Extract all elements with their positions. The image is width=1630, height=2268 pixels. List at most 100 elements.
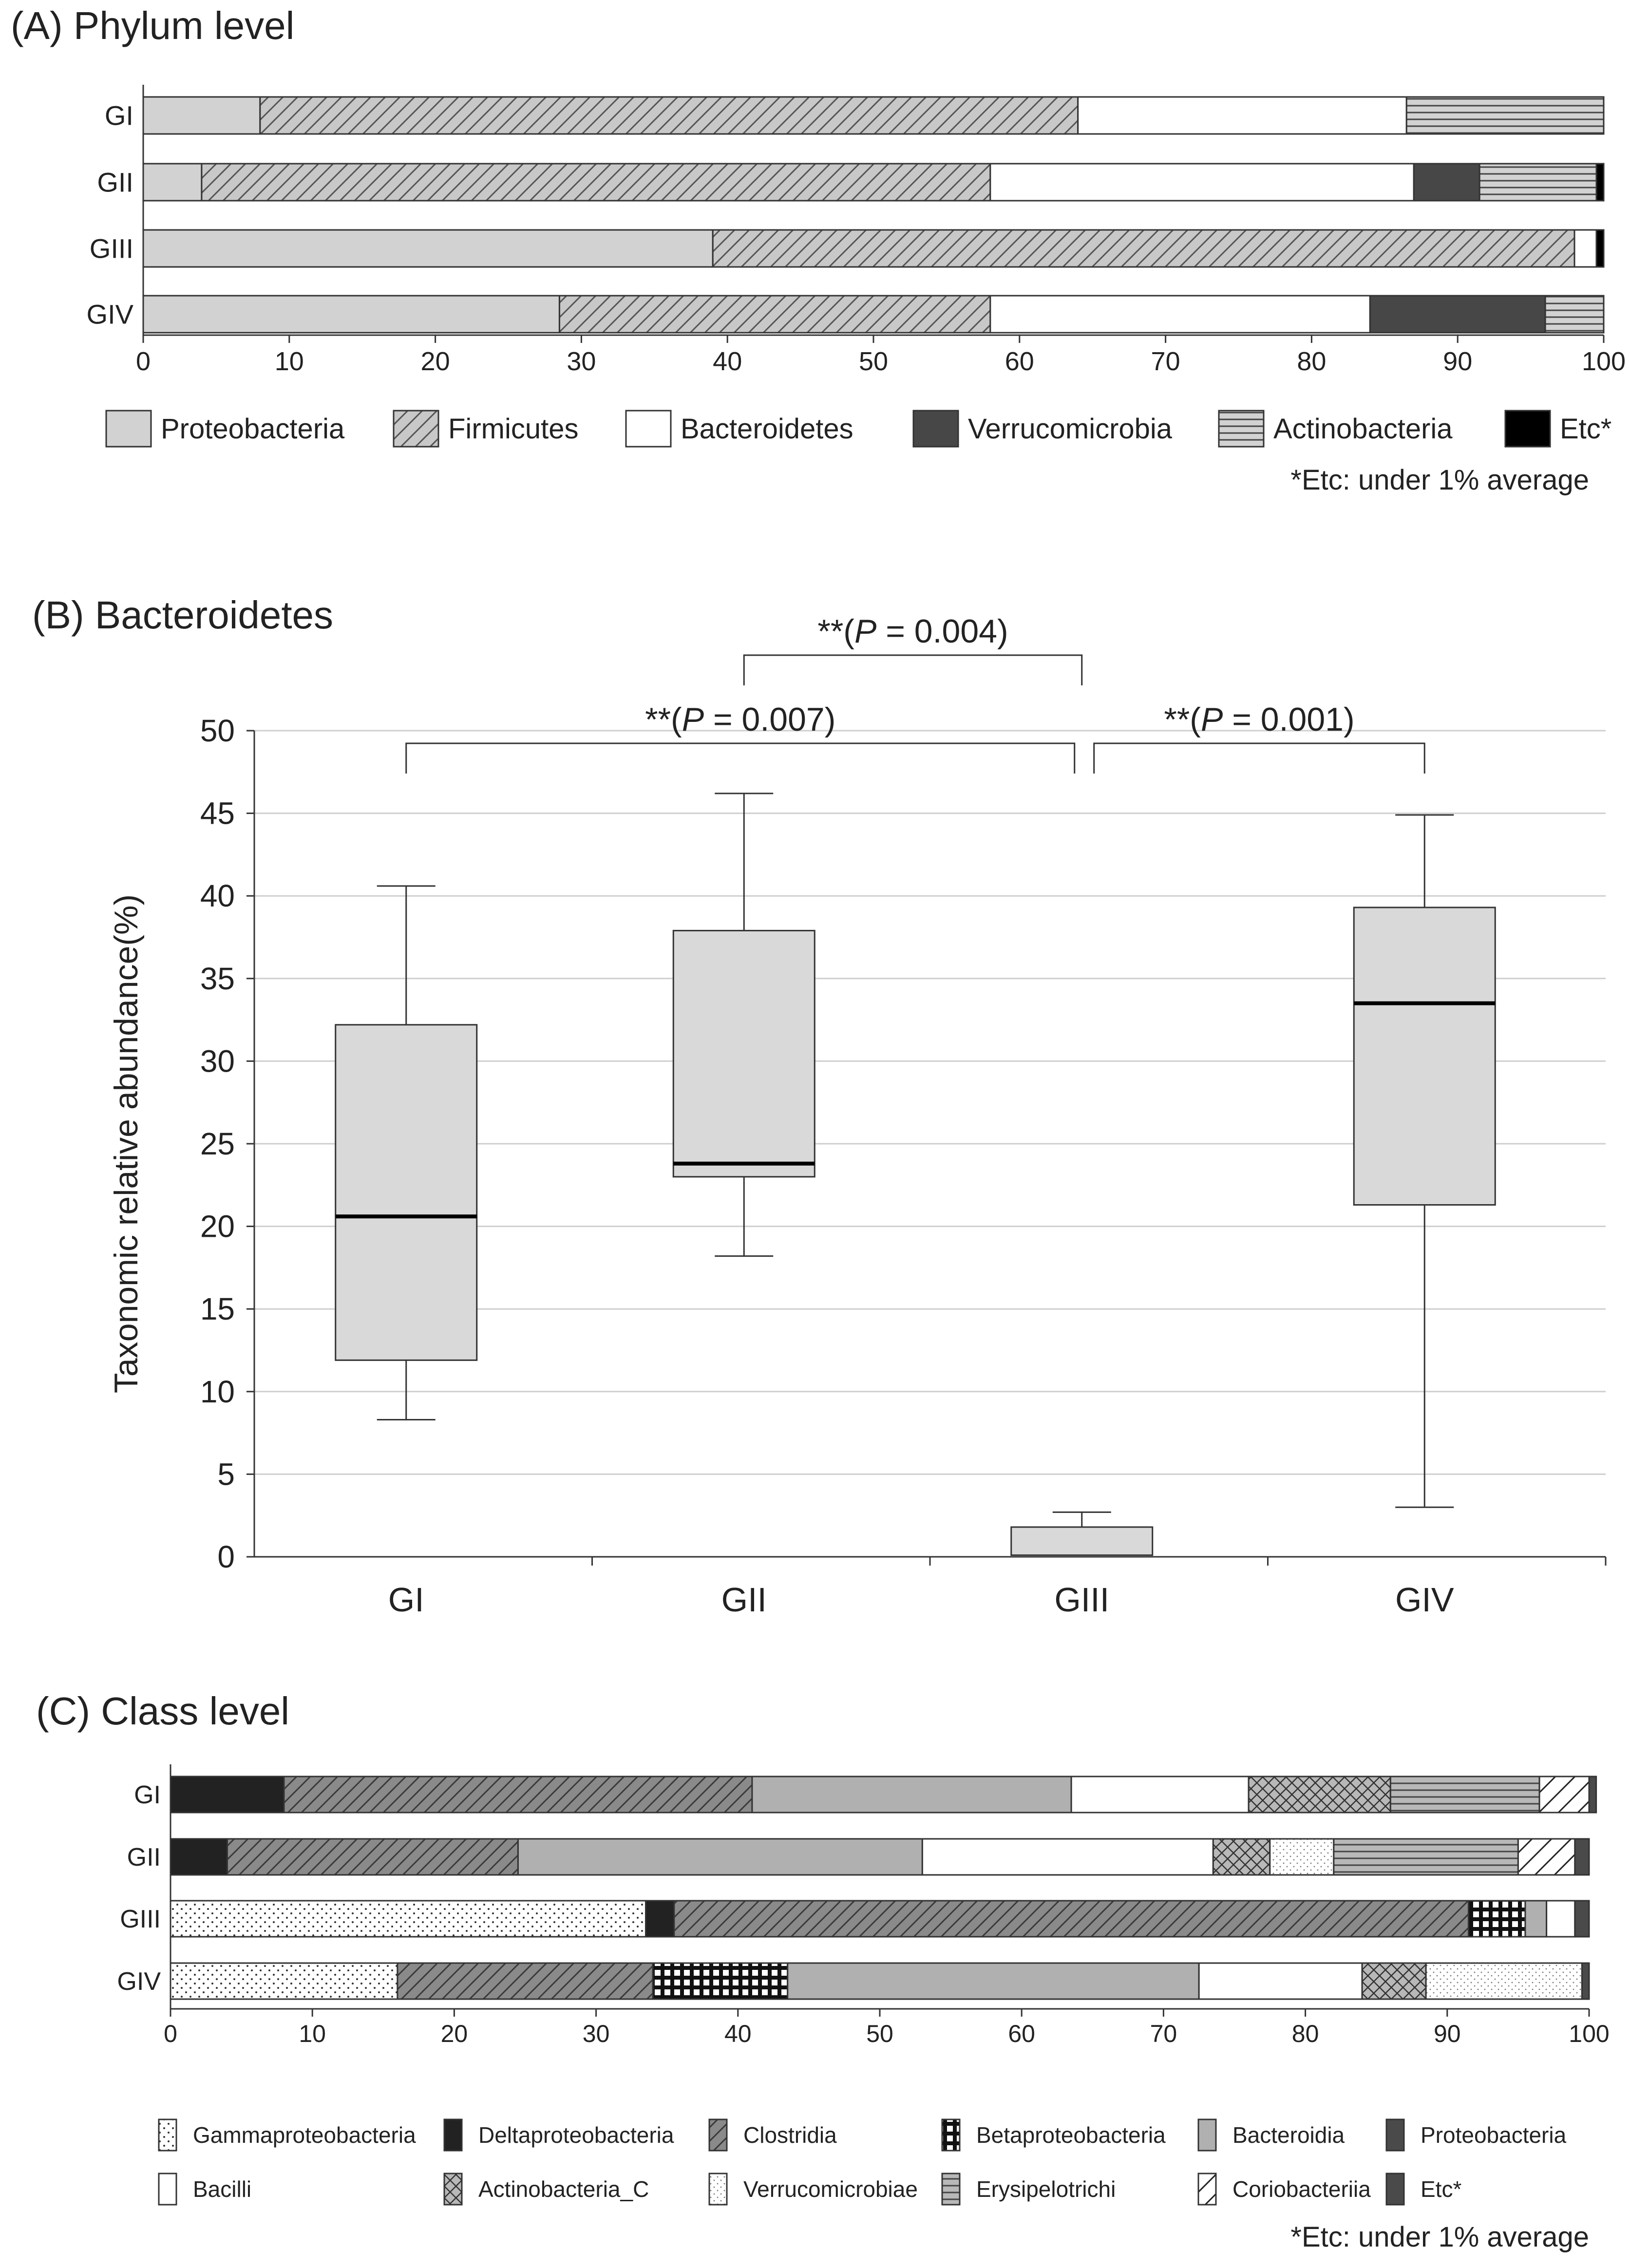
bar-segment-gii-etc <box>1595 163 1605 202</box>
bar-segment-giv-bacteroidetes <box>989 295 1371 334</box>
p-value-symbol: P <box>1201 701 1223 738</box>
legend-swatch-proteobacteria <box>105 410 152 448</box>
legend-swatch-bacteroidetes <box>625 410 672 448</box>
legend-swatch-bacteroidia <box>1197 2118 1217 2152</box>
x-tick-label: 50 <box>866 2020 893 2047</box>
x-tick-label: 70 <box>1151 347 1180 376</box>
bar-segment-giii-firmicutes <box>712 229 1575 268</box>
legend-label-firmicutes: Firmicutes <box>448 413 578 445</box>
bar-segment-gii-actinobacteria-c <box>1212 1838 1271 1876</box>
bar-segment-gi-actinobacteria-c <box>1248 1776 1391 1814</box>
bar-segment-giv-actinobacteria <box>1544 295 1605 334</box>
p-value-annotation: **(P = 0.004) <box>817 613 1008 650</box>
x-category-label-gii: GII <box>721 1581 767 1619</box>
legend-swatch-proteobacteria <box>1385 2118 1405 2152</box>
bar-segment-giv-betaproteobacteria <box>652 1962 789 2000</box>
phylum-panel-title: (A) Phylum level <box>11 4 294 47</box>
y-tick-label: 20 <box>200 1209 235 1244</box>
bar-segment-giv-verrucomicrobiae <box>1425 1962 1583 2000</box>
bacteroidetes-panel: (B) Bacteroidetes 0 5 10 15 20 25 30 35 40 45 50 Ta… <box>32 593 1607 1619</box>
bar-segment-giv-proteobacteria <box>142 295 560 334</box>
y-tick-label: 0 <box>217 1539 235 1574</box>
bar-segment-gii-deltaproteobacteria <box>170 1838 228 1876</box>
x-tick-label: 90 <box>1443 347 1472 376</box>
legend-label-betaproteobacteria: Betaproteobacteria <box>976 2122 1166 2148</box>
bar-segment-giv-firmicutes <box>558 295 991 334</box>
legend-label-clostridia: Clostridia <box>743 2122 837 2148</box>
bar-segment-gi-etc <box>1588 1776 1597 1814</box>
bar-segment-gii-bacilli <box>921 1838 1214 1876</box>
x-tick-label: 30 <box>583 2020 610 2047</box>
p-value-annotation: **(P = 0.007) <box>645 701 835 738</box>
y-tick-label: 10 <box>200 1374 235 1409</box>
bar-segment-giii-etc <box>1574 1900 1590 1938</box>
class-panel-title: (C) Class level <box>36 1689 289 1733</box>
legend-swatch-betaproteobacteria <box>941 2118 961 2152</box>
bar-segment-gi-bacilli <box>1070 1776 1250 1814</box>
bar-segment-gii-etc <box>1574 1838 1590 1876</box>
x-tick-label: 60 <box>1008 2020 1035 2047</box>
y-tick-label: 40 <box>200 878 235 913</box>
category-label-gi: GI <box>105 100 133 131</box>
x-tick-label: 60 <box>1005 347 1034 376</box>
significance-bracket <box>743 654 1083 685</box>
category-label-giv: GIV <box>87 299 134 330</box>
bar-segment-gi-clostridia <box>283 1776 753 1814</box>
category-label-giii: GIII <box>90 233 133 264</box>
legend-label-coriobacteriia: Coriobacteriia <box>1232 2176 1371 2202</box>
y-tick-label: 15 <box>200 1291 235 1326</box>
legend-swatch-coriobacteriia <box>1197 2173 1217 2206</box>
bar-segment-gii-coriobacteriia <box>1517 1838 1576 1876</box>
p-value-number: = 0.007) <box>704 701 835 738</box>
legend-swatch-etc <box>1385 2173 1405 2206</box>
bar-segment-gii-bacteroidetes <box>989 163 1415 202</box>
bar-segment-gii-proteobacteria <box>142 163 203 202</box>
x-tick-label: 20 <box>421 347 450 376</box>
x-tick-label: 10 <box>275 347 304 376</box>
bar-segment-giii-bacilli <box>1546 1900 1576 1938</box>
legend-label-bacteroidia: Bacteroidia <box>1232 2122 1345 2148</box>
bar-segment-giii-betaproteobacteria <box>1467 1900 1526 1938</box>
x-tick-label: 80 <box>1297 347 1326 376</box>
legend-swatch-gammaproteobacteria <box>158 2118 177 2152</box>
bar-segment-giv-verrucomicrobia <box>1369 295 1546 334</box>
bar-segment-gi-deltaproteobacteria <box>170 1776 285 1814</box>
bar-segment-giv-clostridia <box>397 1962 654 2000</box>
p-value-stars: **( <box>1164 701 1201 738</box>
y-tick-label: 50 <box>200 713 235 748</box>
bar-segment-giv-actinobacteria-c <box>1361 1962 1427 2000</box>
bar-segment-gii-firmicutes <box>201 163 991 202</box>
x-tick-label: 100 <box>1582 347 1626 376</box>
bar-segment-giii-clostridia <box>673 1900 1469 1938</box>
legend-label-etc: Etc* <box>1560 413 1611 445</box>
legend-label-proteobacteria: Proteobacteria <box>1421 2122 1567 2148</box>
p-value-symbol: P <box>682 701 704 738</box>
phylum-legend: Proteobacteria Firmicutes Bacteroidetes Ver… <box>105 410 1611 448</box>
bar-segment-gi-erysipelotrichi <box>1389 1776 1540 1814</box>
bar-segment-giii-bacteroidia <box>1524 1900 1548 1938</box>
legend-label-proteobacteria: Proteobacteria <box>161 413 345 445</box>
bar-segment-giii-gammaproteobacteria <box>170 1900 647 1938</box>
bar-segment-gi-firmicutes <box>259 96 1079 135</box>
significance-bracket <box>1093 742 1425 774</box>
legend-label-verrucomicrobiae: Verrucomicrobiae <box>743 2176 918 2202</box>
category-label-gii: GII <box>127 1843 161 1871</box>
box-giv <box>1353 907 1496 1206</box>
bacteroidetes-box-plot: 0 5 10 15 20 25 30 35 40 45 50 Taxonomic relative a… <box>108 613 1607 1619</box>
p-value-number: = 0.001) <box>1223 701 1354 738</box>
bar-segment-giii-deltaproteobacteria <box>645 1900 675 1938</box>
bar-segment-giv-bacilli <box>1198 1962 1363 2000</box>
bar-segment-giii-etc <box>1595 229 1605 268</box>
bar-segment-gi-coriobacteriia <box>1538 1776 1590 1814</box>
legend-swatch-actinobacteria <box>1218 410 1265 448</box>
category-label-gi: GI <box>134 1781 161 1809</box>
bar-segment-gi-actinobacteria <box>1405 96 1605 135</box>
legend-swatch-verrucomicrobiae <box>708 2173 728 2206</box>
bar-segment-gii-bacteroidia <box>517 1838 923 1876</box>
legend-label-verrucomicrobia: Verrucomicrobia <box>968 413 1173 445</box>
x-tick-label: 100 <box>1569 2020 1609 2047</box>
x-category-label-giii: GIII <box>1054 1581 1109 1619</box>
legend-label-etc: Etc* <box>1421 2176 1461 2202</box>
bar-segment-gii-verrucomicrobia <box>1413 163 1480 202</box>
